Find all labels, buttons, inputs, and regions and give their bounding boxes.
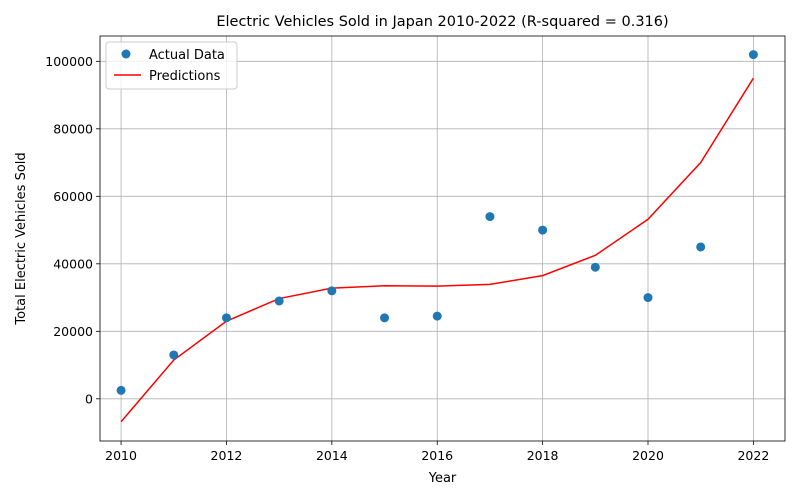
y-tick-label: 40000 (53, 256, 93, 271)
x-tick-label: 2012 (211, 448, 243, 463)
actual-data-point (221, 313, 231, 323)
grid (100, 36, 785, 441)
actual-data-point (538, 225, 548, 235)
y-tick-label: 80000 (53, 121, 93, 136)
y-tick-label: 20000 (53, 324, 93, 339)
y-axis-label: Total Electric Vehicles Sold (14, 152, 29, 325)
x-tick-label: 2010 (105, 448, 137, 463)
x-tick-label: 2022 (737, 448, 769, 463)
x-tick-label: 2018 (527, 448, 559, 463)
actual-data-point (274, 296, 284, 306)
x-axis-label: Year (428, 471, 457, 486)
plot-frame (99, 35, 786, 442)
actual-data-point (327, 286, 337, 296)
actual-data-point (169, 350, 179, 360)
legend-label-actual-data: Actual Data (149, 48, 225, 63)
actual-data-point (748, 50, 758, 60)
actual-data-point (432, 311, 442, 321)
legend-box (105, 41, 238, 90)
actual-data-point (116, 385, 126, 395)
legend-marker-actual-data (121, 49, 131, 59)
axes (99, 35, 786, 442)
actual-data-point (590, 262, 600, 272)
y-tick-label: 0 (85, 391, 93, 406)
actual-data-point (643, 293, 653, 303)
x-axis-ticks: 2010 2012 2014 2016 2018 2020 2022 (105, 441, 769, 463)
legend-label-predictions: Predictions (149, 69, 221, 84)
x-tick-label: 2014 (316, 448, 348, 463)
actual-data-point (696, 242, 706, 252)
x-tick-label: 2020 (632, 448, 664, 463)
actual-data-point (485, 212, 495, 222)
y-tick-label: 60000 (53, 189, 93, 204)
chart-title: Electric Vehicles Sold in Japan 2010-202… (216, 14, 668, 30)
x-tick-label: 2016 (421, 448, 453, 463)
legend: Actual Data Predictions (105, 41, 238, 90)
series (116, 50, 758, 423)
y-axis-ticks: 0 20000 40000 60000 80000 100000 (45, 54, 100, 406)
actual-data-point (380, 313, 390, 323)
y-tick-label: 100000 (45, 54, 93, 69)
